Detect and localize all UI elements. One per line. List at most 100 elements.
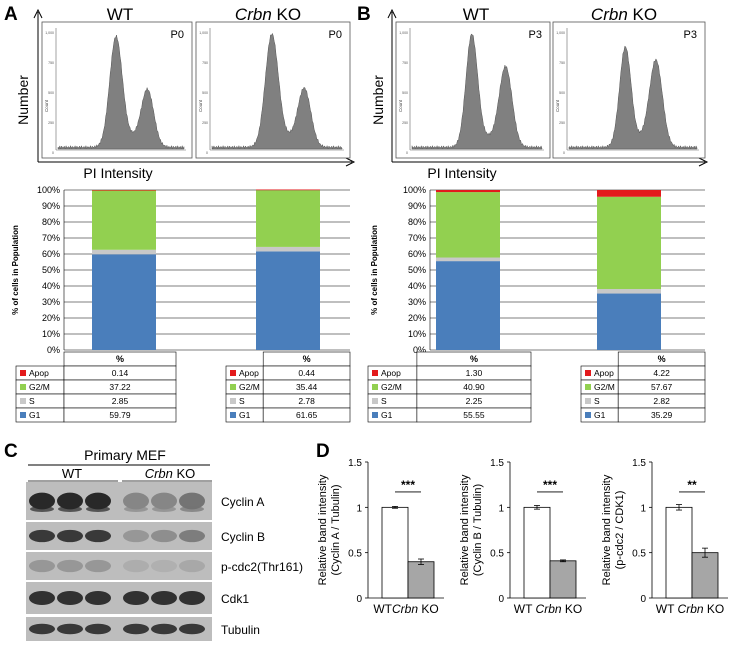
legend-label: Apop xyxy=(381,368,401,378)
hist-axes-b xyxy=(387,8,709,167)
stacked-bar-segment xyxy=(92,249,156,255)
stacked-ytick: 80% xyxy=(42,217,60,227)
blot-row-label: Cyclin B xyxy=(221,530,265,544)
legend-label: G1 xyxy=(594,410,606,420)
legend-label: G2/M xyxy=(239,382,260,392)
histogram-curve xyxy=(568,45,698,150)
blot-band xyxy=(179,492,205,510)
stacked-ytick: 30% xyxy=(42,297,60,307)
stacked-bar-segment xyxy=(92,254,156,350)
histogram-inner-tick: 500 xyxy=(402,91,408,95)
legend-swatch xyxy=(585,370,591,376)
d-ytick: 1.5 xyxy=(490,458,504,469)
legend-swatch xyxy=(585,412,591,418)
legend-label: S xyxy=(239,396,245,406)
legend-swatch xyxy=(230,370,236,376)
blot-band xyxy=(29,559,55,573)
blot-band xyxy=(123,623,149,635)
blot-band xyxy=(152,506,176,512)
legend-swatch xyxy=(372,370,378,376)
d-ytitle: Relative band intensity(p-cdc2 / CDK1) xyxy=(601,474,626,585)
table-value: 40.90 xyxy=(463,382,485,392)
histogram-inner-tick: 1,000 xyxy=(45,31,54,35)
hist-label-ko-b: Crbn KO xyxy=(591,5,657,24)
legend-swatch xyxy=(372,398,378,404)
stacked-ytick: 60% xyxy=(408,249,426,259)
hist-xtitle-b: PI Intensity xyxy=(427,165,496,181)
histogram-inner-tick: 750 xyxy=(559,61,565,65)
stacked-bar-segment xyxy=(436,261,500,350)
table-header-text: % xyxy=(303,354,311,364)
blot-band xyxy=(151,492,177,510)
table-value-cell xyxy=(63,407,177,423)
table-value: 59.79 xyxy=(109,410,131,420)
d-ytick: 0.5 xyxy=(632,549,646,560)
table-value: 2.82 xyxy=(653,396,670,406)
stacked-bar-segment xyxy=(597,196,661,290)
stacked-ytick: 80% xyxy=(408,217,426,227)
blot-band xyxy=(123,492,149,510)
d-ytick: 0 xyxy=(356,594,362,605)
hist-label-wt-a: WT xyxy=(107,5,133,24)
stacked-bar-segment xyxy=(436,190,500,193)
legend-label: G2/M xyxy=(29,382,50,392)
band-intensity-plots: Relative band intensity(Cyclin A / Tubul… xyxy=(317,458,728,616)
blot-band xyxy=(151,559,177,573)
table-value: 37.22 xyxy=(109,382,131,392)
table-value: 35.29 xyxy=(651,410,673,420)
table-header-text: % xyxy=(116,354,124,364)
stacked-bar-segment xyxy=(597,190,661,197)
stacked-ytick: 20% xyxy=(42,313,60,323)
blot-band xyxy=(180,506,204,512)
stacked-bar-segment xyxy=(256,189,320,191)
blot-band xyxy=(151,529,177,543)
hist-label-ko-a: Crbn KO xyxy=(235,5,301,24)
legend-swatch xyxy=(372,384,378,390)
stacked-bar-segment xyxy=(256,246,320,252)
d-ytick: 0.5 xyxy=(490,549,504,560)
blot-band xyxy=(57,590,83,606)
blot-band xyxy=(85,492,111,510)
panel-label-b: B xyxy=(357,4,371,25)
legend-label: G1 xyxy=(239,410,251,420)
table-value: 1.30 xyxy=(466,368,483,378)
legend-swatch xyxy=(230,412,236,418)
table-value: 57.67 xyxy=(651,382,673,392)
hist-ytitle-a: Number xyxy=(15,75,31,125)
legend-swatch xyxy=(20,398,26,404)
blot-band xyxy=(30,506,54,512)
d-xlabel: WT Crbn KO xyxy=(656,602,724,616)
stacked-bar-segment xyxy=(436,192,500,258)
d-bar-ko xyxy=(407,561,435,599)
stacked-ytick: 40% xyxy=(408,281,426,291)
blot-band xyxy=(179,623,205,635)
histogram-inner-tick: 500 xyxy=(48,91,54,95)
stacked-bar-segment xyxy=(92,190,156,250)
stacked-ytick: 100% xyxy=(403,185,426,195)
histogram-inner-tick: 250 xyxy=(48,121,54,125)
blot-band xyxy=(29,529,55,543)
blot-group-wt: WT xyxy=(62,466,82,481)
legend-swatch xyxy=(585,384,591,390)
histogram-curve xyxy=(57,34,185,150)
blot-band xyxy=(123,590,149,606)
table-value-cell xyxy=(416,407,532,423)
table-value: 2.85 xyxy=(112,396,129,406)
blot-row-label: Tubulin xyxy=(221,623,260,637)
histogram-inner-ytitle: Count xyxy=(398,99,403,112)
histogram-curve xyxy=(411,33,543,150)
d-ytick: 1 xyxy=(640,503,646,514)
histogram-inner-tick: 750 xyxy=(402,61,408,65)
panel-label-c: C xyxy=(4,441,18,462)
legend-label: Apop xyxy=(239,368,259,378)
blot-band xyxy=(85,529,111,543)
legend-swatch xyxy=(20,412,26,418)
histogram-passage-label: P0 xyxy=(171,29,184,41)
d-significance: *** xyxy=(543,478,557,492)
histogram-inner-ytitle: Count xyxy=(198,99,203,112)
table-value: 2.25 xyxy=(466,396,483,406)
histogram-inner-tick: 1,000 xyxy=(399,31,408,35)
table-header-text: % xyxy=(470,354,478,364)
blot-band xyxy=(86,506,110,512)
